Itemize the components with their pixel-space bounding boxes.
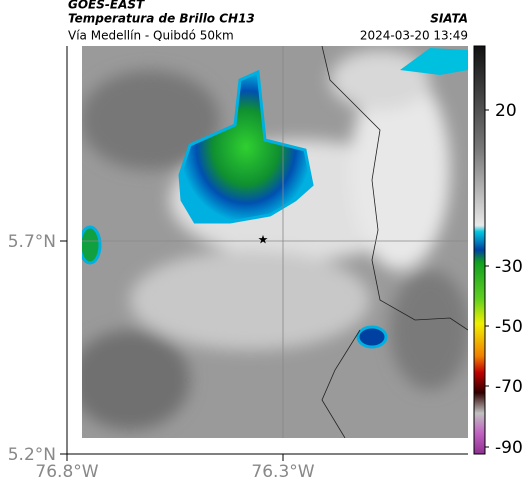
colorbar-tick: -90	[495, 438, 523, 458]
colorbar-tick: -50	[495, 317, 523, 337]
colorbar-tick: -70	[495, 377, 523, 397]
map-image: ★	[82, 46, 468, 438]
svg-text:★: ★	[258, 233, 269, 247]
lat-label: 5.2°N	[8, 445, 56, 465]
lon-label: 76.3°W	[251, 462, 314, 482]
agency: SIATA	[430, 12, 468, 26]
colorbar: 20 -30 -50 -70 -90	[473, 45, 523, 458]
route: Vía Medellín - Quibdó 50km	[68, 29, 234, 43]
lat-label: 5.7°N	[8, 232, 56, 252]
product: Temperatura de Brillo CH13	[68, 12, 255, 26]
header: GOES-EAST Temperatura de Brillo CH13 SIA…	[68, 0, 468, 43]
source: GOES-EAST	[68, 0, 145, 12]
colorbar-tick: -30	[495, 257, 523, 277]
timestamp: 2024-03-20 13:49	[360, 29, 468, 43]
colorbar-tick: 20	[495, 101, 517, 121]
axes	[60, 46, 468, 461]
axis-labels: 5.7°N 5.2°N 76.8°W 76.3°W	[8, 232, 315, 482]
lon-label: 76.8°W	[35, 462, 98, 482]
